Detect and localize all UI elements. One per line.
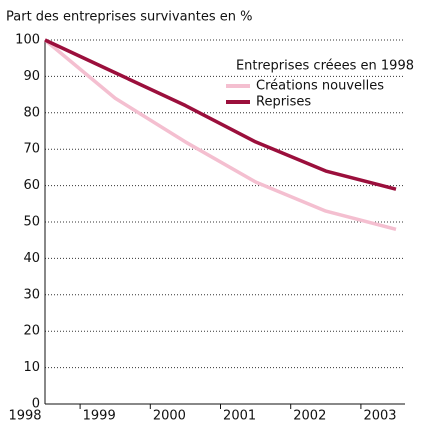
x-tick-label: 2002	[293, 409, 326, 424]
legend-title: Entreprises créees en 1998	[236, 59, 414, 74]
y-tick-label: 80	[23, 105, 40, 120]
x-tick-label: 2001	[223, 409, 256, 424]
y-tick-label: 10	[23, 360, 40, 375]
y-tick-label: 60	[23, 178, 40, 193]
chart-title: Part des entreprises survivantes en %	[6, 10, 253, 25]
y-tick-label: 40	[23, 251, 40, 266]
x-tick-label: 2000	[153, 409, 186, 424]
series-line	[44, 38, 397, 191]
x-tick-label: 1998	[8, 409, 41, 424]
y-tick-label: 30	[23, 287, 40, 302]
y-tick-label: 100	[15, 33, 40, 48]
y-tick-label: 50	[23, 215, 40, 230]
x-tick-label: 2003	[363, 409, 396, 424]
y-tick-label: 0	[32, 397, 40, 412]
y-tick-label: 20	[23, 324, 40, 339]
legend-label: Reprises	[256, 95, 311, 110]
series-line	[43, 38, 397, 231]
legend-label: Créations nouvelles	[256, 79, 384, 94]
y-tick-label: 70	[23, 142, 40, 157]
x-tick-label: 1999	[83, 409, 116, 424]
y-tick-label: 90	[23, 69, 40, 84]
